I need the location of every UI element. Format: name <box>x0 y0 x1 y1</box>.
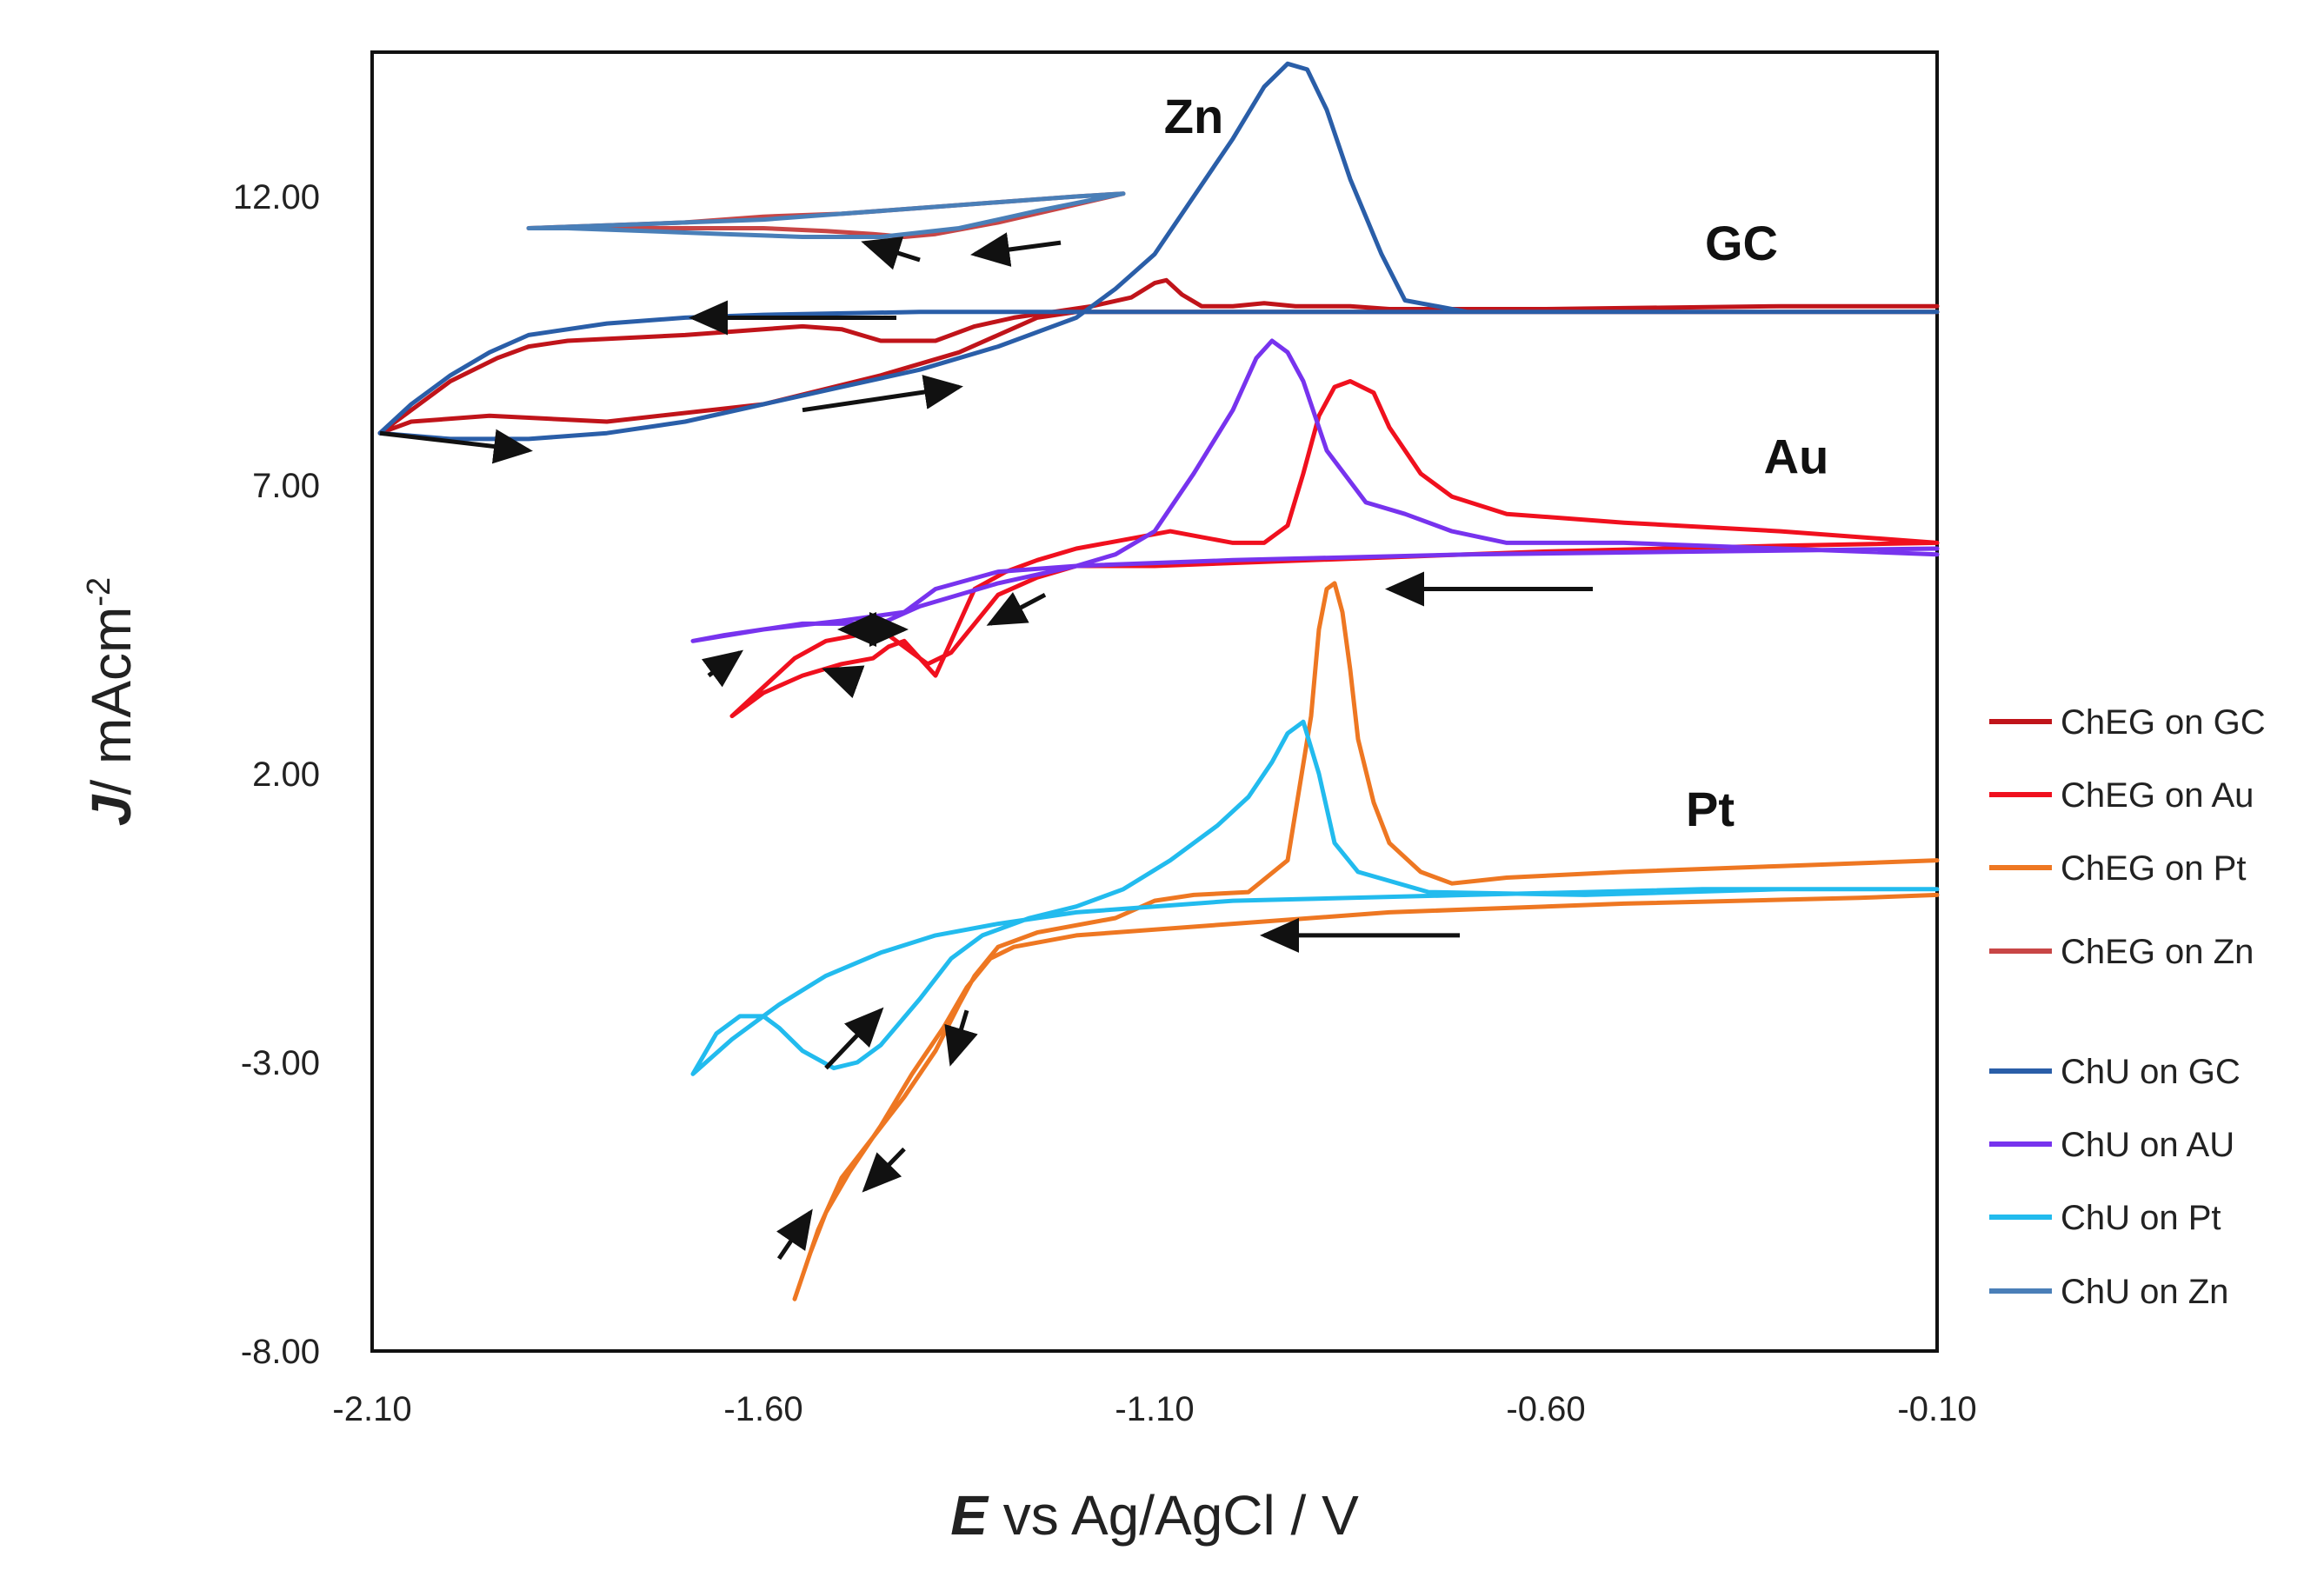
y-axis-label: / mAcm <box>80 607 143 795</box>
direction-arrow <box>824 1007 884 1070</box>
direction-arrow <box>861 236 921 270</box>
x-tick-label: -1.10 <box>1115 1390 1194 1428</box>
annotation-label-gc: GC <box>1705 216 1778 270</box>
direction-arrow <box>986 592 1047 626</box>
series-line-0 <box>377 277 1940 436</box>
x-tick-label: -1.60 <box>723 1390 802 1428</box>
arrow-layer <box>379 232 1593 1261</box>
legend-label: ChU on Zn <box>2061 1273 2228 1311</box>
y-tick-label: -8.00 <box>241 1333 320 1371</box>
series-line-4 <box>377 61 1940 442</box>
y-axis-symbol: J <box>80 794 143 826</box>
tick-layer: -2.10 -1.60 -1.10 -0.60 -0.10 -8.00 -3.00 2.00 7… <box>233 178 1977 1428</box>
legend: ChEG on GC ChEG on Au ChEG on Pt ChEG on Zn… <box>1989 703 2266 1311</box>
direction-arrow <box>970 232 1062 267</box>
direction-arrow <box>802 375 963 413</box>
series-line-1 <box>729 379 1940 719</box>
x-axis-label: vs Ag/AgCl / V <box>988 1484 1359 1547</box>
y-tick-label: -3.00 <box>241 1044 320 1082</box>
direction-arrow <box>379 429 533 464</box>
y-axis-title: J/ mAcm-2 <box>80 577 143 826</box>
series-line-2 <box>792 581 1940 1301</box>
y-tick-label: 7.00 <box>252 467 320 505</box>
annotation-label-pt: Pt <box>1686 782 1735 836</box>
legend-label: ChEG on GC <box>2061 703 2266 742</box>
x-axis-title: E vs Ag/AgCl / V <box>950 1484 1359 1547</box>
x-tick-label: -0.10 <box>1897 1390 1976 1428</box>
annotation-label-zn: Zn <box>1164 89 1223 143</box>
legend-label: ChEG on Au <box>2061 776 2254 815</box>
direction-arrow <box>862 1147 906 1193</box>
direction-arrow <box>822 665 865 699</box>
series-line-5 <box>690 338 1940 643</box>
x-axis-symbol: E <box>950 1484 989 1547</box>
y-tick-label: 2.00 <box>252 755 320 794</box>
legend-label: ChU on AU <box>2061 1126 2234 1164</box>
legend-label: ChEG on Pt <box>2061 849 2246 888</box>
x-tick-label: -0.60 <box>1506 1390 1585 1428</box>
direction-arrow <box>944 1009 978 1067</box>
plot-area <box>370 50 1939 1353</box>
x-tick-label: -2.10 <box>332 1390 411 1428</box>
y-tick-label: 12.00 <box>233 178 320 216</box>
series-line-7 <box>526 191 1126 239</box>
y-axis-superscript: -2 <box>81 577 117 607</box>
direction-arrow <box>776 1208 813 1261</box>
direction-arrow <box>701 649 744 688</box>
legend-label: ChU on GC <box>2061 1053 2241 1091</box>
legend-label: ChEG on Zn <box>2061 933 2254 971</box>
annotation-label-au: Au <box>1764 429 1829 484</box>
annotation-layer: Zn GC Au Pt <box>1164 89 1829 836</box>
legend-label: ChU on Pt <box>2061 1199 2221 1237</box>
